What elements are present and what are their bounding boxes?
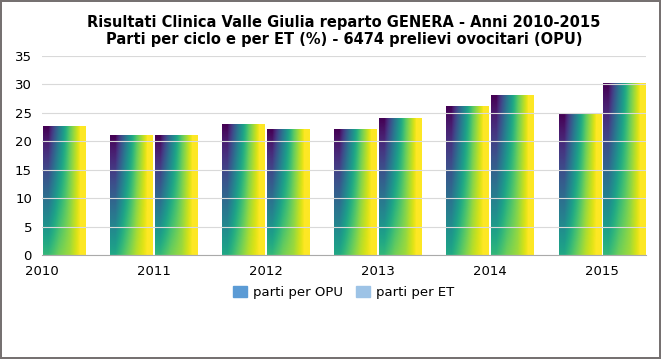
Legend: parti per OPU, parti per ET: parti per OPU, parti per ET [228,281,459,304]
Title: Risultati Clinica Valle Giulia reparto GENERA - Anni 2010-2015
Parti per ciclo e: Risultati Clinica Valle Giulia reparto G… [87,15,601,47]
